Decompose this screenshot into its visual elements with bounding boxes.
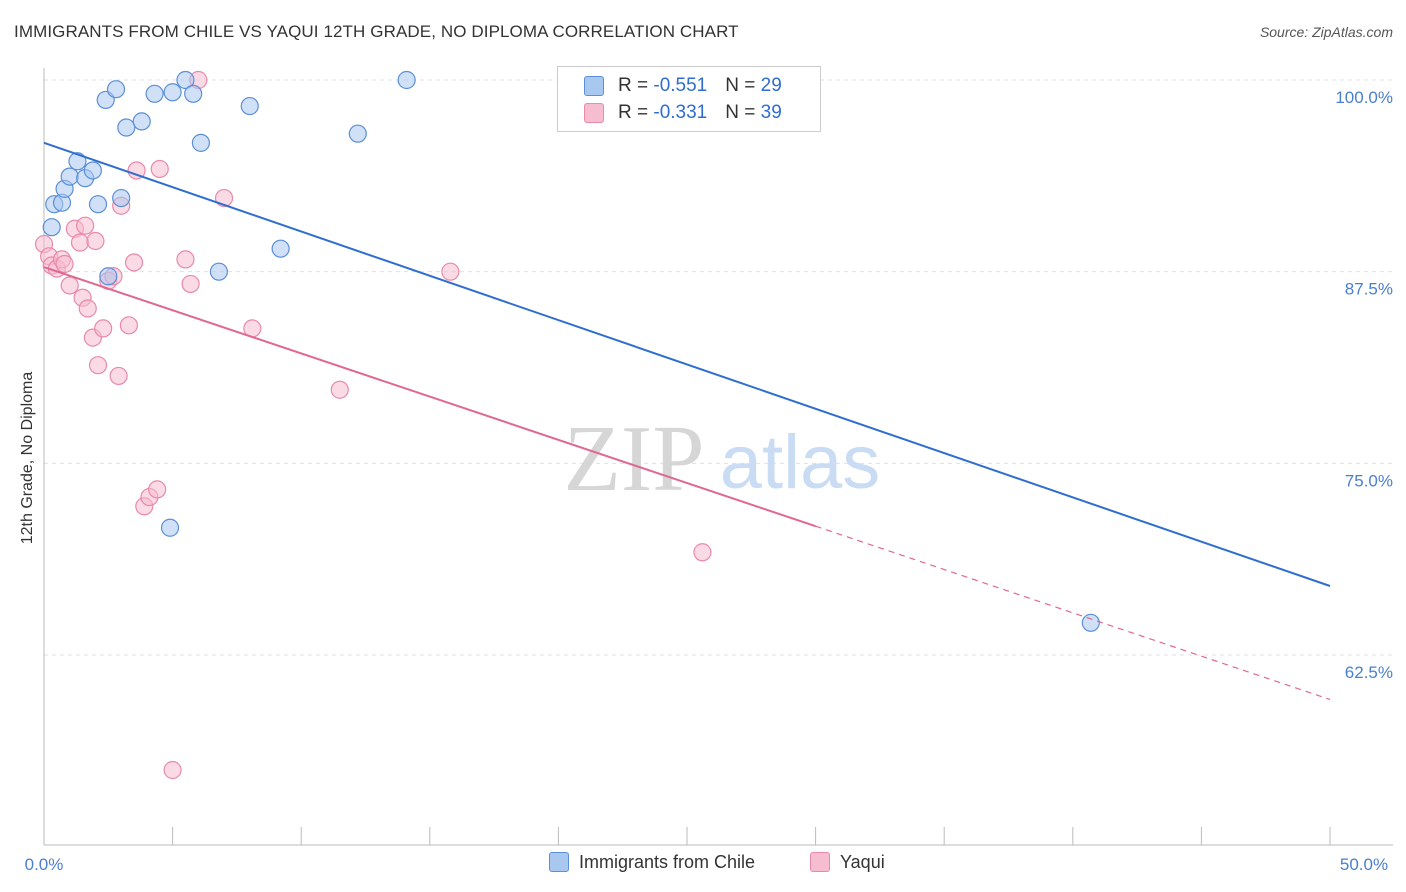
y-tick-label: 62.5%	[1345, 663, 1393, 682]
yaqui-point	[214, 188, 234, 208]
watermark-atlas: atlas	[720, 420, 881, 505]
yaqui-trend-line	[43, 266, 816, 528]
trend-lines	[43, 141, 1331, 701]
yaqui-point	[693, 543, 712, 562]
chile-point	[88, 195, 108, 214]
bottom-legend-label-chile: Immigrants from Chile	[579, 852, 756, 872]
data-points	[34, 70, 1100, 780]
chile-point	[42, 218, 61, 237]
legend-r-value: -0.331	[653, 102, 708, 123]
chile-point	[397, 70, 416, 90]
yaqui-point	[150, 159, 169, 179]
chile-point	[191, 133, 210, 152]
legend-text-yaqui: R = -0.331 N = 39	[618, 102, 782, 124]
bottom-legend-chile: Immigrants from Chile	[549, 852, 755, 873]
axes	[43, 68, 1393, 846]
chile-point	[240, 96, 259, 116]
yaqui-point	[441, 262, 460, 281]
grid-lines	[44, 79, 1393, 656]
bottom-legend-label-yaqui: Yaqui	[840, 852, 885, 872]
legend-text-chile: R = -0.551 N = 29	[618, 75, 782, 97]
chile-point	[132, 112, 151, 131]
chile-point	[117, 118, 136, 137]
legend-r-label: R =	[618, 75, 654, 96]
yaqui-point	[163, 760, 182, 780]
yaqui-point	[109, 366, 128, 386]
legend-swatch-chile	[584, 76, 604, 96]
watermark-zip: ZIP	[564, 407, 705, 511]
chart-title: IMMIGRANTS FROM CHILE VS YAQUI 12TH GRAD…	[14, 22, 739, 41]
yaqui-trend-extension	[815, 525, 1331, 701]
chile-point	[348, 124, 367, 143]
yaqui-point	[86, 231, 105, 251]
yaqui-point	[127, 161, 146, 180]
yaqui-point	[124, 253, 144, 272]
x-tick-label: 50.0%	[1340, 855, 1388, 874]
y-tick-label: 75.0%	[1345, 471, 1393, 490]
chile-point	[112, 188, 131, 208]
yaqui-point	[176, 250, 195, 269]
legend-swatch-yaqui	[584, 103, 604, 123]
yaqui-point	[148, 480, 167, 499]
chile-point	[176, 70, 195, 90]
legend-n-value: 29	[760, 75, 782, 96]
chile-point	[1081, 613, 1100, 632]
chile-trend-line	[43, 141, 1331, 587]
chile-point	[271, 239, 290, 258]
chile-point	[68, 152, 87, 171]
x-tick-label: 0.0%	[25, 855, 64, 874]
y-tick-label: 100.0%	[1335, 88, 1393, 107]
yaqui-point	[55, 254, 74, 274]
legend-n-value: 39	[760, 102, 782, 123]
chile-point	[83, 161, 102, 180]
legend-r-value: -0.551	[653, 75, 708, 96]
chile-point	[145, 84, 164, 103]
chile-point	[60, 167, 79, 186]
chile-point	[209, 262, 228, 281]
chile-point	[99, 267, 118, 286]
yaqui-point	[76, 216, 95, 235]
yaqui-point	[60, 276, 79, 295]
bottom-legend-swatch-yaqui	[810, 852, 830, 872]
legend-n-label: N =	[725, 102, 761, 123]
yaqui-point	[119, 316, 138, 335]
yaqui-point	[78, 299, 97, 318]
bottom-legend-swatch-chile	[549, 852, 569, 872]
bottom-legend-yaqui: Yaqui	[810, 852, 885, 873]
legend-n-label: N =	[725, 75, 761, 96]
legend-r-label: R =	[618, 102, 654, 123]
yaqui-point	[181, 274, 200, 294]
y-tick-label: 87.5%	[1345, 280, 1393, 299]
chile-point	[184, 84, 203, 103]
source-label: Source: ZipAtlas.com	[1259, 24, 1393, 40]
chile-point	[106, 80, 126, 99]
yaqui-point	[94, 319, 113, 338]
chile-point	[160, 518, 180, 537]
legend: R = -0.551 N = 29 R = -0.331 N = 39	[557, 66, 821, 132]
chile-point	[163, 83, 182, 102]
yaqui-point	[88, 356, 108, 375]
watermark: ZIP atlas	[564, 407, 881, 511]
tick-labels: 100.0% 87.5% 75.0% 62.5% 0.0% 50.0%	[25, 88, 1393, 874]
yaqui-point	[330, 380, 349, 399]
yaqui-point	[70, 233, 90, 252]
